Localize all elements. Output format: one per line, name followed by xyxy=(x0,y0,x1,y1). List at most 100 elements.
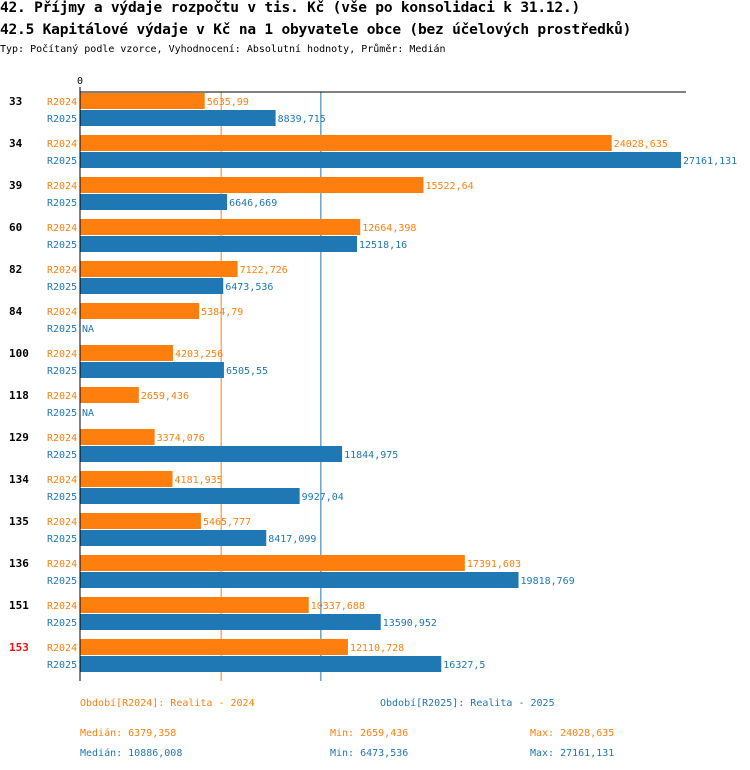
series-label-r2024: R2024 xyxy=(47,349,77,360)
axes: 0 xyxy=(77,76,686,681)
category-label-60: 60 xyxy=(9,221,22,234)
series-label-r2025: R2025 xyxy=(47,114,77,125)
series-label-r2025: R2025 xyxy=(47,534,77,545)
value-label-34-r2025: 27161,131 xyxy=(683,156,737,167)
series-label-r2024: R2024 xyxy=(47,559,77,570)
bar-100-r2024 xyxy=(80,345,174,361)
value-label-118-r2024: 2659,436 xyxy=(141,391,189,402)
bar-33-r2024 xyxy=(80,93,205,109)
bar-134-r2024 xyxy=(80,471,173,487)
category-label-135: 135 xyxy=(9,515,29,528)
category-label-82: 82 xyxy=(9,263,22,276)
x-axis-zero-label: 0 xyxy=(77,76,83,87)
bar-34-r2024 xyxy=(80,135,612,151)
bar-34-r2025 xyxy=(80,152,681,168)
series-label-r2025: R2025 xyxy=(47,618,77,629)
bar-84-r2024 xyxy=(80,303,200,319)
bar-151-r2025 xyxy=(80,614,381,630)
value-label-33-r2024: 5635,99 xyxy=(207,97,249,108)
category-label-33: 33 xyxy=(9,95,22,108)
legend: Období[R2024]: Realita - 2024 Období[R20… xyxy=(80,697,614,759)
series-label-r2024: R2024 xyxy=(47,517,77,528)
category-label-129: 129 xyxy=(9,431,29,444)
bar-82-r2025 xyxy=(80,278,224,294)
bars: 33 R2024 5635,99 R2025 8839,715 34 R2024 24028,… xyxy=(9,93,737,672)
series-label-r2024: R2024 xyxy=(47,601,77,612)
value-label-134-r2025: 9927,04 xyxy=(302,492,344,503)
bar-129-r2024 xyxy=(80,429,155,445)
series-label-r2025: R2025 xyxy=(47,324,77,335)
legend-period-r2025: Období[R2025]: Realita - 2025 xyxy=(380,697,555,709)
chart-description: Typ: Počítaný podle vzorce, Vyhodnocení:… xyxy=(0,44,446,55)
value-label-118-r2025: NA xyxy=(82,408,94,419)
series-label-r2025: R2025 xyxy=(47,198,77,209)
value-label-153-r2024: 12110,728 xyxy=(350,643,404,654)
series-label-r2025: R2025 xyxy=(47,660,77,671)
series-label-r2024: R2024 xyxy=(47,643,77,654)
series-label-r2025: R2025 xyxy=(47,492,77,503)
value-label-134-r2024: 4181,935 xyxy=(175,475,223,486)
bar-135-r2024 xyxy=(80,513,201,529)
stat-min-r2024: Min: 2659,436 xyxy=(330,728,408,739)
series-label-r2025: R2025 xyxy=(47,240,77,251)
value-label-100-r2024: 4203,256 xyxy=(175,349,223,360)
stat-min-r2025: Min: 6473,536 xyxy=(330,748,408,759)
chart-title-main: 42. Příjmy a výdaje rozpočtu v tis. Kč (… xyxy=(0,0,581,16)
series-label-r2025: R2025 xyxy=(47,366,77,377)
series-label-r2025: R2025 xyxy=(47,156,77,167)
category-label-39: 39 xyxy=(9,179,22,192)
value-label-39-r2024: 15522,64 xyxy=(425,181,473,192)
bar-100-r2025 xyxy=(80,362,224,378)
stat-max-r2025: Max: 27161,131 xyxy=(530,748,614,759)
value-label-84-r2025: NA xyxy=(82,324,94,335)
value-label-135-r2025: 8417,099 xyxy=(268,534,316,545)
legend-period-r2024: Období[R2024]: Realita - 2024 xyxy=(80,697,255,709)
category-label-136: 136 xyxy=(9,557,29,570)
series-label-r2024: R2024 xyxy=(47,265,77,276)
value-label-34-r2024: 24028,635 xyxy=(614,139,668,150)
value-label-33-r2025: 8839,715 xyxy=(278,114,326,125)
bar-129-r2025 xyxy=(80,446,343,462)
bar-136-r2024 xyxy=(80,555,465,571)
category-label-153: 153 xyxy=(9,641,29,654)
value-label-84-r2024: 5384,79 xyxy=(201,307,243,318)
category-label-34: 34 xyxy=(9,137,23,150)
bar-134-r2025 xyxy=(80,488,300,504)
value-label-39-r2025: 6646,669 xyxy=(229,198,277,209)
value-label-151-r2025: 13590,952 xyxy=(383,618,437,629)
stat-median-r2025: Medián: 10886,008 xyxy=(80,747,182,759)
series-label-r2024: R2024 xyxy=(47,97,77,108)
series-label-r2024: R2024 xyxy=(47,307,77,318)
value-label-82-r2024: 7122,726 xyxy=(240,265,288,276)
series-label-r2024: R2024 xyxy=(47,181,77,192)
value-label-129-r2025: 11844,975 xyxy=(344,450,398,461)
value-label-153-r2025: 16327,5 xyxy=(443,660,485,671)
value-label-135-r2024: 5465,777 xyxy=(203,517,251,528)
series-label-r2025: R2025 xyxy=(47,282,77,293)
value-label-129-r2024: 3374,076 xyxy=(157,433,205,444)
series-label-r2024: R2024 xyxy=(47,433,77,444)
bar-39-r2024 xyxy=(80,177,424,193)
bar-118-r2024 xyxy=(80,387,139,403)
bar-153-r2024 xyxy=(80,639,348,655)
value-label-136-r2025: 19818,769 xyxy=(521,576,575,587)
series-label-r2025: R2025 xyxy=(47,576,77,587)
bar-60-r2024 xyxy=(80,219,361,235)
bar-135-r2025 xyxy=(80,530,267,546)
series-label-r2025: R2025 xyxy=(47,408,77,419)
value-label-151-r2024: 10337,688 xyxy=(311,601,365,612)
category-label-134: 134 xyxy=(9,473,29,486)
chart-title-sub: 42.5 Kapitálové výdaje v Kč na 1 obyvate… xyxy=(0,22,632,38)
value-label-82-r2025: 6473,536 xyxy=(225,282,273,293)
bar-153-r2025 xyxy=(80,656,442,672)
value-label-60-r2024: 12664,398 xyxy=(362,223,416,234)
series-label-r2025: R2025 xyxy=(47,450,77,461)
series-label-r2024: R2024 xyxy=(47,475,77,486)
category-label-100: 100 xyxy=(9,347,29,360)
bar-60-r2025 xyxy=(80,236,357,252)
bar-136-r2025 xyxy=(80,572,519,588)
series-label-r2024: R2024 xyxy=(47,139,77,150)
category-label-151: 151 xyxy=(9,599,29,612)
category-label-84: 84 xyxy=(9,305,23,318)
